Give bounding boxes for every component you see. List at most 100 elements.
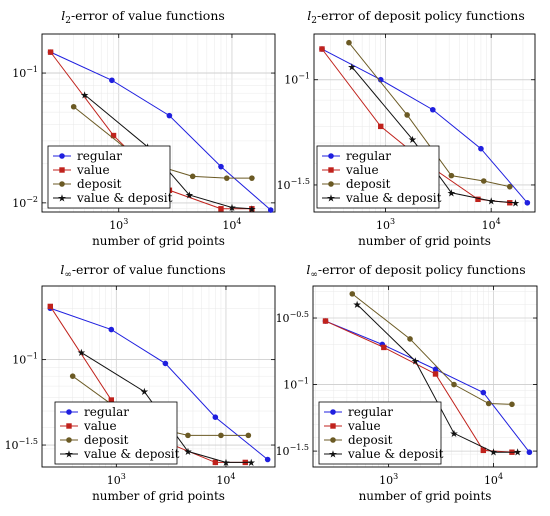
legend-marker xyxy=(59,153,65,159)
data-point xyxy=(480,178,487,184)
data-point xyxy=(245,432,252,439)
data-point xyxy=(267,207,274,213)
y-tick-base: 10 xyxy=(276,312,290,325)
x-tick-base: 10 xyxy=(482,219,496,232)
series-4: ★ ★ ★ ★ ★ xyxy=(77,348,256,469)
data-point xyxy=(69,373,76,379)
x-tick-exponent: 3 xyxy=(393,472,398,481)
data-point xyxy=(162,360,169,367)
data-point xyxy=(218,206,224,212)
y-tick-exponent: −0.5 xyxy=(290,310,309,319)
x-tick-base: 10 xyxy=(222,219,236,232)
data-point: ★ xyxy=(487,197,496,208)
chart-title-rest: -error of deposit policy functions xyxy=(318,262,526,277)
x-tick-exponent: 3 xyxy=(390,217,395,226)
y-tick-exponent: −1 xyxy=(298,72,310,81)
data-point: ★ xyxy=(447,188,456,199)
chart-title-l: l xyxy=(307,8,311,23)
data-point: ★ xyxy=(185,190,194,201)
data-point xyxy=(108,326,115,333)
grid-lines xyxy=(42,34,275,212)
legend-marker: ★ xyxy=(327,194,336,205)
x-tick-exponent: 4 xyxy=(496,217,501,226)
data-point xyxy=(108,397,115,403)
data-point xyxy=(223,175,230,181)
data-point xyxy=(249,175,255,181)
data-point: ★ xyxy=(347,62,356,73)
legend-marker xyxy=(59,167,65,173)
y-tick-base: 10 xyxy=(284,74,298,87)
x-tick-label: 103 xyxy=(376,217,395,232)
y-tick-exponent: −2 xyxy=(26,195,38,204)
y-tick-exponent: −1 xyxy=(297,377,309,386)
y-tick-base: 10 xyxy=(12,354,26,367)
x-tick-base: 10 xyxy=(379,474,393,487)
data-point xyxy=(346,39,352,46)
legend-marker xyxy=(330,423,336,429)
data-point xyxy=(509,401,515,408)
legend-entry-label: deposit xyxy=(84,433,129,447)
chart-title: l2-error of deposit policy functions xyxy=(307,8,525,26)
y-tick-base: 10 xyxy=(283,379,297,392)
y-tick-exponent: −1 xyxy=(26,352,38,361)
legend-entry-label: deposit xyxy=(348,433,393,447)
legend-marker xyxy=(66,409,72,415)
chart-title-subscript: 2 xyxy=(65,16,71,26)
series-1 xyxy=(47,305,271,463)
data-point xyxy=(218,163,224,170)
legend-entry-label: deposit xyxy=(346,177,391,191)
chart-title: l2-error of value functions xyxy=(61,8,225,26)
data-point: ★ xyxy=(227,203,236,214)
x-axis-label: number of grid points xyxy=(92,234,225,248)
legend-marker xyxy=(66,437,72,443)
data-point: ★ xyxy=(221,458,230,469)
y-tick-label: 10−1 xyxy=(12,352,38,367)
x-axis-label: number of grid points xyxy=(359,489,492,503)
y-tick-exponent: −1 xyxy=(26,65,38,74)
chart-title-subscript: 2 xyxy=(311,16,317,26)
data-point xyxy=(524,199,531,206)
series-4: ★ ★ ★ ★ ★ xyxy=(347,62,520,209)
series-line xyxy=(351,293,512,405)
data-point xyxy=(448,172,455,179)
y-tick-label: 10−1.5 xyxy=(277,177,310,192)
chart-title: l∞-error of deposit policy functions xyxy=(306,262,525,280)
legend-entry-label: regular xyxy=(348,405,393,419)
series-1 xyxy=(47,49,274,213)
y-tick-label: 10−1 xyxy=(12,65,38,80)
legend-entry-label: value xyxy=(345,163,379,177)
series-line xyxy=(84,94,252,210)
legend-entry-label: regular xyxy=(346,149,391,163)
data-point: ★ xyxy=(411,357,420,368)
legend-marker xyxy=(328,181,334,187)
x-tick-base: 10 xyxy=(216,474,230,487)
data-point xyxy=(506,183,513,190)
data-point: ★ xyxy=(247,204,256,215)
data-point: ★ xyxy=(80,90,89,101)
legend-marker: ★ xyxy=(329,450,338,461)
x-tick-label: 103 xyxy=(107,472,126,487)
legend-entry-label: regular xyxy=(77,149,122,163)
data-point xyxy=(378,123,384,130)
data-point: ★ xyxy=(140,387,149,398)
legend-entry-label: value & deposit xyxy=(347,447,444,461)
data-point: ★ xyxy=(247,458,256,469)
series-3 xyxy=(346,39,513,190)
x-tick-exponent: 4 xyxy=(230,472,235,481)
data-point xyxy=(451,381,457,388)
chart-title-subscript: ∞ xyxy=(310,270,318,280)
legend-marker xyxy=(59,181,65,187)
data-point xyxy=(218,432,224,439)
axis-frame xyxy=(41,285,276,468)
x-tick-base: 10 xyxy=(376,219,390,232)
data-point xyxy=(526,449,533,456)
data-point xyxy=(432,366,439,373)
chart-title: l∞-error of value functions xyxy=(60,262,225,280)
legend-entry-label: value xyxy=(347,419,381,433)
